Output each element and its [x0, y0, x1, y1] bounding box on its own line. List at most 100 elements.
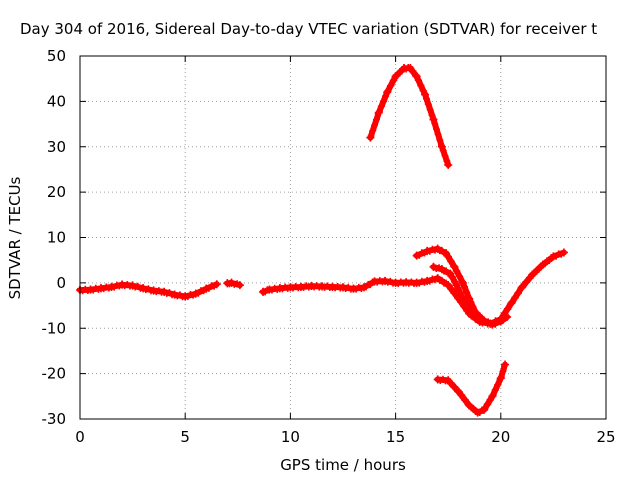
x-tick-label: 10 [281, 428, 300, 446]
data-point-baseline-morning [181, 292, 190, 301]
data-point-baseline-midday [528, 270, 537, 279]
data-point-baseline-midday [370, 277, 379, 286]
y-tick-label: 30 [47, 138, 66, 156]
data-point-lower-arc [444, 376, 453, 385]
data-point-baseline-midday [538, 260, 547, 269]
data-point-baseline-midday [381, 277, 390, 286]
data-point-middle-branch [437, 265, 446, 274]
data-point-isolated [235, 281, 244, 290]
x-tick-label: 0 [75, 428, 85, 446]
data-point-baseline-midday [317, 282, 326, 291]
series-point [485, 401, 492, 408]
series-point [465, 303, 472, 310]
plot-border [79, 55, 607, 420]
data-point-isolated [227, 278, 236, 287]
series-band-upper-arc [367, 65, 452, 168]
series-point [535, 266, 542, 273]
data-point-baseline-midday [412, 278, 421, 287]
series-point [462, 283, 469, 290]
data-point-baseline-midday [444, 281, 453, 290]
data-point-baseline-midday [275, 284, 284, 293]
series-point [459, 392, 466, 399]
y-tick-label: 50 [47, 47, 66, 65]
series-point [437, 137, 444, 144]
series-point [438, 276, 445, 283]
series-point [410, 68, 417, 75]
series-point [383, 93, 390, 100]
data-point-middle-branch [452, 281, 461, 290]
data-point-baseline-midday [259, 287, 268, 296]
data-point-baseline-morning [118, 280, 127, 289]
data-point-baseline-midday [549, 252, 558, 261]
series-point [457, 290, 464, 297]
data-point-upper-branch [503, 312, 512, 321]
data-point-baseline-midday [423, 277, 432, 286]
data-point-lower-arc [501, 360, 510, 369]
data-point-lower-arc [479, 405, 488, 414]
series-point [492, 386, 499, 393]
data-point-baseline-morning [107, 282, 116, 291]
data-point-upper-arc [437, 142, 446, 151]
grid-lines [80, 56, 606, 419]
data-point-baseline-midday [391, 278, 400, 287]
series-point [512, 294, 519, 301]
x-tick-label: 20 [491, 428, 510, 446]
series-point [423, 95, 430, 102]
series-point [485, 318, 492, 325]
data-point-upper-arc [366, 133, 375, 142]
data-point-baseline-midday [339, 283, 347, 292]
data-point-upper-arc [412, 72, 421, 81]
data-point-middle-branch [446, 269, 455, 278]
data-point-baseline-midday [307, 282, 316, 291]
data-point-lower-arc [496, 374, 505, 383]
data-point-lower-arc [433, 375, 442, 384]
series-point [472, 312, 479, 319]
data-point-baseline-midday [360, 283, 369, 292]
y-tick-label: 40 [47, 92, 66, 110]
series-point [378, 103, 385, 110]
data-points [76, 64, 568, 417]
data-point-baseline-midday [559, 248, 568, 257]
series-point [444, 158, 451, 165]
series-point [462, 299, 469, 306]
data-point-upper-arc [406, 64, 415, 73]
data-point-middle-branch [467, 308, 476, 317]
data-point-upper-branch [423, 247, 432, 256]
x-tick-label: 15 [386, 428, 405, 446]
data-point-upper-arc [391, 72, 400, 81]
series-point [443, 267, 450, 274]
data-point-baseline-midday [507, 299, 516, 308]
series-point [438, 246, 445, 253]
data-point-baseline-midday [286, 283, 295, 292]
data-point-baseline-morning [160, 287, 169, 296]
series-point [546, 258, 553, 265]
y-tick-label: -30 [42, 410, 67, 428]
data-point-baseline-morning [86, 285, 95, 294]
data-point-baseline-morning [139, 284, 148, 293]
data-point-lower-arc [473, 408, 482, 417]
data-point-middle-branch [475, 316, 484, 325]
series-point [372, 122, 379, 129]
data-point-baseline-morning [202, 284, 211, 293]
data-point-baseline-morning [97, 284, 106, 293]
series-point [524, 279, 531, 286]
series-point [418, 82, 425, 89]
series-point [425, 101, 432, 108]
data-point-upper-branch [442, 249, 451, 258]
y-tick-label: -10 [42, 319, 67, 337]
series-point [454, 268, 461, 275]
y-tick-label: 10 [47, 229, 66, 247]
data-point-baseline-morning [170, 290, 179, 299]
data-point-baseline-midday [402, 278, 411, 287]
data-point-lower-arc [454, 387, 463, 396]
series-point [452, 383, 459, 390]
series-point [427, 107, 434, 114]
data-point-baseline-midday [433, 274, 442, 283]
series-point [370, 127, 377, 134]
data-point-middle-branch [429, 262, 438, 271]
data-point-middle-branch [458, 294, 467, 303]
series-point [505, 306, 512, 313]
x-axis-label: GPS time / hours [280, 456, 406, 474]
series-point [448, 258, 455, 265]
data-point-upper-arc [421, 90, 430, 99]
